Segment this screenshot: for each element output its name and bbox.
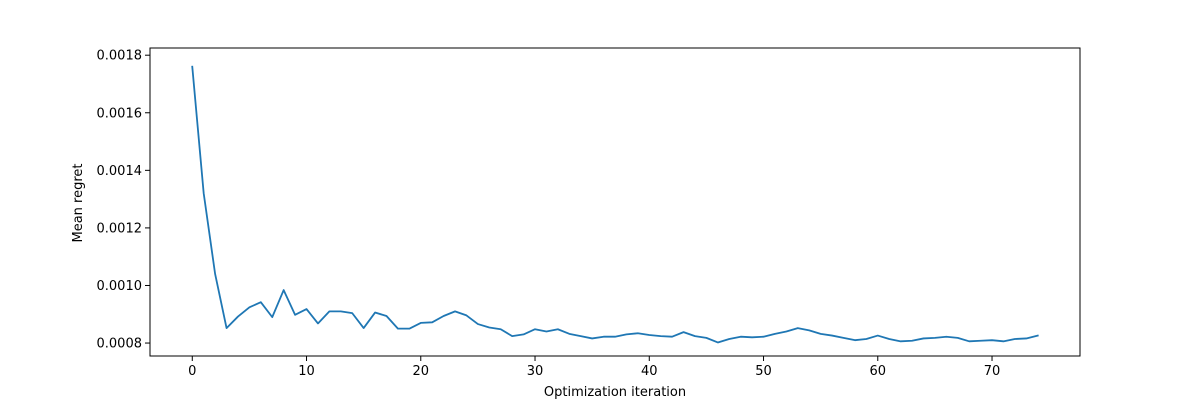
y-tick-label: 0.0010 [97, 279, 143, 294]
y-tick-label: 0.0008 [97, 337, 143, 352]
x-tick-label: 60 [870, 364, 887, 379]
x-tick-label: 40 [641, 364, 658, 379]
y-tick-label: 0.0018 [97, 49, 143, 64]
x-axis-label: Optimization iteration [544, 385, 686, 400]
x-tick-label: 30 [527, 364, 544, 379]
x-tick-label: 0 [188, 364, 196, 379]
x-tick-label: 20 [413, 364, 430, 379]
y-tick-label: 0.0014 [97, 164, 143, 179]
x-tick-label: 50 [755, 364, 772, 379]
plot-area: 0 10 20 30 40 50 60 70 0.0008 0.0010 0.0012 0.0014 0… [97, 47, 1081, 379]
series-line [191, 65, 1039, 344]
x-tick-label: 10 [298, 364, 315, 379]
x-tick-label: 70 [984, 364, 1001, 379]
y-tick-label: 0.0016 [97, 106, 143, 121]
plot-frame [149, 47, 1081, 357]
y-axis-label: Mean regret [71, 163, 86, 242]
y-tick-label: 0.0012 [97, 221, 143, 236]
